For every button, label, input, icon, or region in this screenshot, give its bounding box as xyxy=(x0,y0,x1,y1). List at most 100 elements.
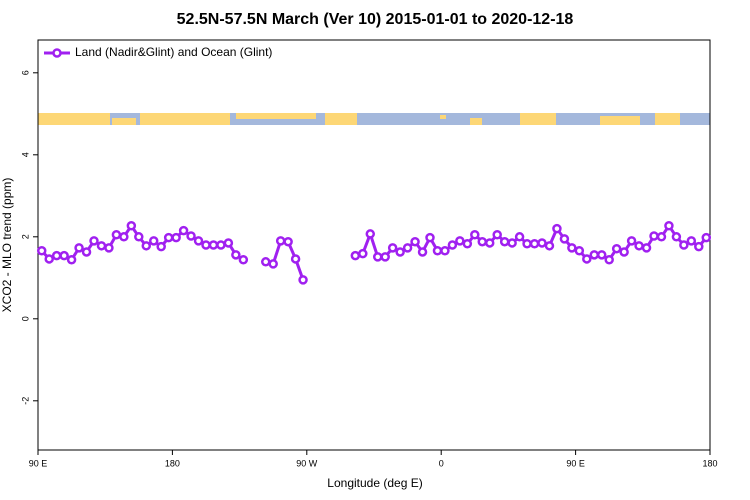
data-point xyxy=(201,240,211,250)
data-point xyxy=(567,243,577,253)
data-point xyxy=(380,252,390,262)
data-point xyxy=(126,220,137,231)
data-point xyxy=(81,247,92,257)
data-point xyxy=(402,243,413,253)
data-point xyxy=(59,250,69,261)
data-point xyxy=(119,232,129,242)
data-point xyxy=(604,255,614,265)
data-point xyxy=(66,255,77,265)
data-point xyxy=(104,243,114,253)
data-point xyxy=(134,232,144,242)
data-point xyxy=(372,252,383,262)
data-point xyxy=(186,231,196,241)
x-tick-label: 90 E xyxy=(29,458,48,468)
data-point xyxy=(529,239,540,249)
data-point xyxy=(559,234,570,244)
data-point xyxy=(350,250,361,261)
x-axis-label: Longitude (deg E) xyxy=(327,476,422,490)
legend-marker xyxy=(52,48,62,58)
data-point xyxy=(260,257,271,267)
data-point xyxy=(365,229,376,239)
data-point xyxy=(484,238,495,248)
data-point xyxy=(552,223,562,234)
data-point xyxy=(410,236,420,247)
data-point xyxy=(664,220,674,231)
data-point xyxy=(148,236,159,246)
data-point xyxy=(208,240,219,250)
chart-title: 52.5N-57.5N March (Ver 10) 2015-01-01 to… xyxy=(177,11,574,28)
data-point xyxy=(537,238,547,248)
data-point xyxy=(522,239,532,249)
x-tick-label: 180 xyxy=(702,458,717,468)
data-point xyxy=(178,225,189,236)
data-point xyxy=(238,255,249,265)
data-point xyxy=(589,250,600,260)
data-point xyxy=(193,236,204,246)
y-tick-label: 4 xyxy=(20,152,30,157)
data-point xyxy=(671,232,682,242)
y-axis-label: XCO2 - MLO trend (ppm) xyxy=(0,178,14,313)
data-point xyxy=(514,232,525,242)
data-point xyxy=(74,243,84,253)
x-tick-label: 90 E xyxy=(566,458,585,468)
plot-frame xyxy=(37,39,711,451)
data-point xyxy=(611,243,622,254)
data-point xyxy=(298,275,308,285)
data-point xyxy=(694,241,704,252)
data-point xyxy=(686,236,697,246)
x-tick-label: 90 W xyxy=(296,458,318,468)
y-tick-label: 0 xyxy=(20,316,30,321)
data-point xyxy=(470,230,480,240)
y-tick-label: 6 xyxy=(20,70,30,75)
data-point xyxy=(544,241,555,251)
data-point xyxy=(223,238,234,248)
data-point xyxy=(447,240,458,250)
data-point xyxy=(89,236,99,246)
legend-label: Land (Nadir&Glint) and Ocean (Glint) xyxy=(75,45,272,59)
data-point xyxy=(283,236,293,247)
data-point xyxy=(656,232,667,242)
data-point xyxy=(701,232,712,243)
data-point xyxy=(574,245,585,256)
data-point xyxy=(596,250,607,260)
data-point xyxy=(679,240,689,250)
data-point xyxy=(619,247,629,257)
data-point xyxy=(462,239,473,249)
data-point xyxy=(290,254,301,264)
data-point xyxy=(395,247,405,257)
data-point xyxy=(582,254,592,264)
data-point xyxy=(477,236,488,247)
data-point xyxy=(141,241,152,251)
land-ocean-strip xyxy=(38,113,710,125)
data-point xyxy=(36,245,47,256)
data-point xyxy=(156,241,166,252)
data-point xyxy=(626,236,637,246)
data-point xyxy=(507,238,517,248)
data-point xyxy=(96,241,107,251)
data-point xyxy=(44,254,54,264)
data-point xyxy=(440,245,450,256)
data-point xyxy=(111,230,122,240)
x-tick-label: 180 xyxy=(165,458,180,468)
data-point xyxy=(425,232,435,243)
data-point xyxy=(231,250,241,260)
data-point xyxy=(499,236,510,247)
data-point xyxy=(171,232,181,243)
y-tick-label: -2 xyxy=(20,397,30,405)
data-point xyxy=(216,240,226,250)
data-point xyxy=(417,247,428,257)
y-tick-label: 2 xyxy=(20,234,30,239)
x-tick-label: 0 xyxy=(439,458,444,468)
data-point xyxy=(163,232,174,243)
data-point xyxy=(649,231,659,241)
data-point xyxy=(358,248,368,259)
data-point xyxy=(432,245,443,256)
data-point xyxy=(455,236,465,246)
data-point xyxy=(641,243,652,253)
data-point xyxy=(268,259,278,269)
data-point xyxy=(387,243,398,253)
data-point xyxy=(634,241,644,251)
data-point xyxy=(275,236,286,246)
data-point xyxy=(492,230,502,240)
